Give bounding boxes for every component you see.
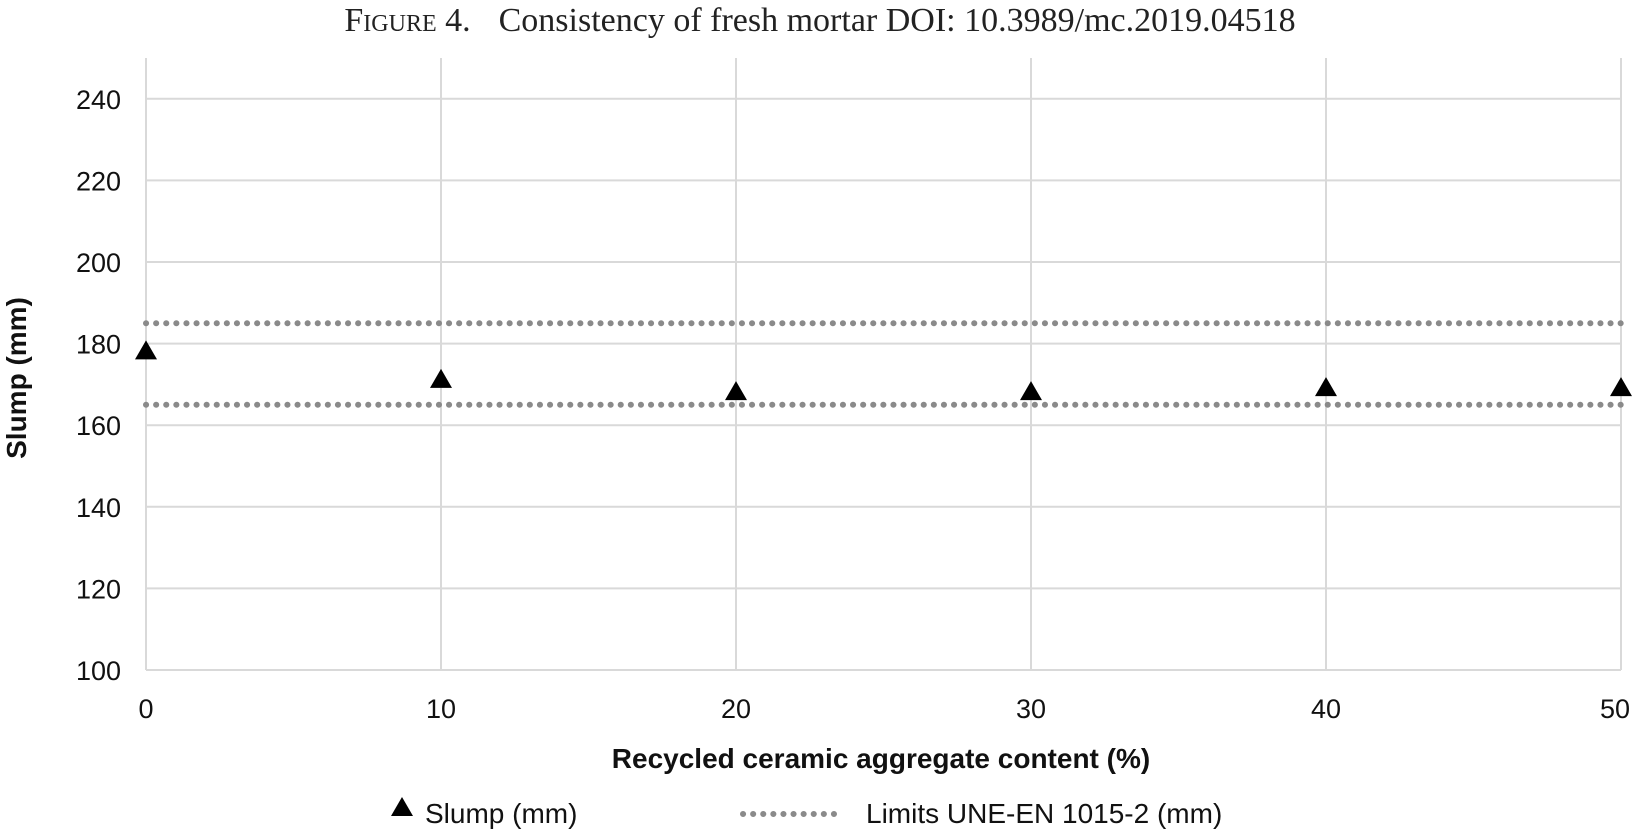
slump-point	[725, 381, 747, 401]
vertical-gridlines	[145, 58, 1622, 670]
x-tick-labels: 0 10 20 30 40 50	[138, 694, 1630, 724]
slump-point	[135, 340, 157, 360]
y-tick-label: 120	[76, 574, 121, 604]
y-tick-label: 160	[76, 411, 121, 441]
slump-point	[1315, 377, 1337, 397]
y-tick-label: 220	[76, 166, 121, 196]
y-tick-label: 140	[76, 493, 121, 523]
legend-slump-label: Slump (mm)	[425, 798, 577, 829]
legend-triangle-marker	[391, 797, 413, 816]
slump-point	[430, 368, 452, 388]
y-tick-label: 180	[76, 330, 121, 360]
x-tick-label: 40	[1311, 694, 1341, 724]
x-tick-label: 50	[1600, 694, 1630, 724]
slump-points	[135, 340, 1632, 401]
legend-limits-label: Limits UNE-EN 1015-2 (mm)	[866, 798, 1222, 829]
slump-point	[1020, 381, 1042, 401]
y-tick-label: 240	[76, 85, 121, 115]
figure-caption: Consistency of fresh mortar DOI: 10.3989…	[498, 2, 1296, 39]
x-tick-label: 30	[1016, 694, 1046, 724]
legend: Slump (mm) Limits UNE-EN 1015-2 (mm)	[391, 797, 1222, 829]
y-tick-label: 100	[76, 656, 121, 686]
x-axis-title: Recycled ceramic aggregate content (%)	[612, 743, 1150, 774]
limit-lines	[143, 320, 1624, 408]
figure-title: Figure 4. Consistency of fresh mortar DOI…	[0, 2, 1640, 40]
figure-label: Figure 4.	[344, 2, 471, 39]
x-tick-label: 20	[721, 694, 751, 724]
slump-point	[1610, 377, 1632, 397]
y-axis-title: Slump (mm)	[1, 297, 32, 459]
y-tick-label: 200	[76, 248, 121, 278]
y-tick-labels: 100 120 140 160 180 200 220 240	[76, 85, 121, 686]
x-tick-label: 0	[138, 694, 153, 724]
x-tick-label: 10	[426, 694, 456, 724]
horizontal-gridlines	[146, 97, 1621, 671]
